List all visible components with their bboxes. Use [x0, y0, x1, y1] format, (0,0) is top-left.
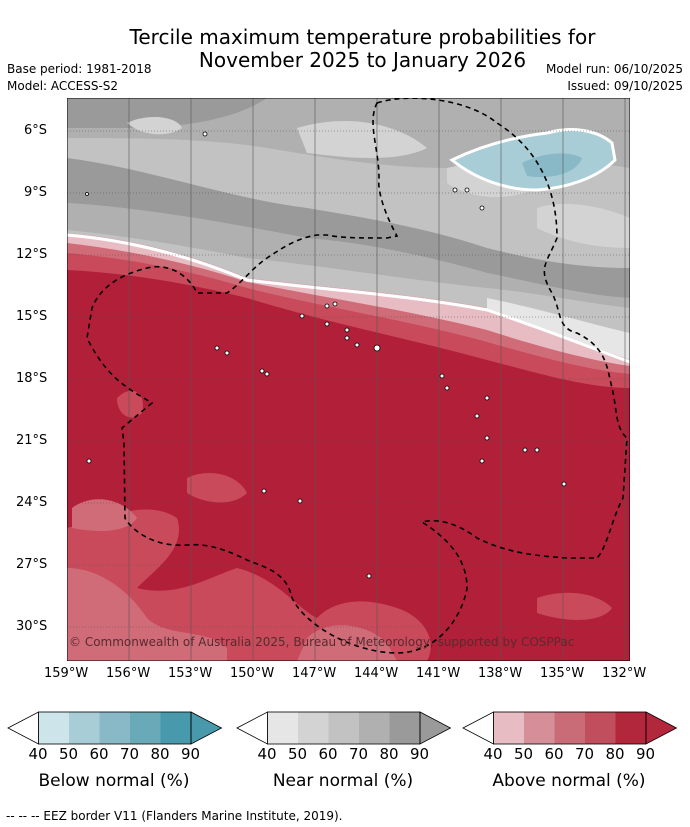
model-name: Model: ACCESS-S2 — [7, 79, 119, 93]
colorbar-tick-label: 90 — [181, 745, 201, 763]
lat-label: 15°S — [16, 309, 48, 324]
colorbar-tick-label: 60 — [544, 745, 564, 763]
colorbar-segment — [524, 712, 555, 744]
colorbar-segment — [328, 712, 359, 744]
colorbar-tick-label: 80 — [605, 745, 625, 763]
colorbar-segment — [585, 712, 616, 744]
colorbar-tick-label: 80 — [379, 745, 399, 763]
colorbar-tick-label: 40 — [28, 745, 48, 763]
colorbar-extend-low — [236, 711, 268, 745]
lat-label: 18°S — [16, 371, 48, 386]
colorbar-extend-low — [7, 711, 39, 745]
lat-label: 24°S — [16, 495, 48, 510]
colorbar-tick-label: 80 — [150, 745, 170, 763]
colorbar-caption-below: Below normal (%) — [38, 771, 190, 791]
colorbar-tick-label: 70 — [120, 745, 140, 763]
model-run: Model run: 06/10/2025 — [545, 62, 683, 76]
lon-label: 150°W — [230, 666, 275, 681]
lon-label: 144°W — [354, 666, 399, 681]
lon-label: 147°W — [292, 666, 337, 681]
colorbar-extend-high — [190, 711, 223, 745]
base-period: Base period: 1981-2018 — [7, 62, 152, 76]
lon-label: 153°W — [168, 666, 213, 681]
colorbar — [236, 711, 452, 745]
lat-label: 9°S — [24, 185, 48, 200]
colorbar-tick-label: 50 — [288, 745, 308, 763]
colorbar-outline — [493, 711, 647, 745]
colorbar-segment — [493, 712, 524, 744]
colorbar-caption-above: Above normal (%) — [492, 771, 646, 791]
colorbar-segment — [359, 712, 390, 744]
lat-label: 12°S — [16, 247, 48, 262]
colorbar — [462, 711, 678, 745]
colorbar-tick-label: 50 — [514, 745, 534, 763]
lat-label: 21°S — [16, 433, 48, 448]
map-title-line1: Tercile maximum temperature probabilitie… — [129, 25, 596, 49]
colorbar-segment — [99, 712, 130, 744]
colorbar-segment — [554, 712, 585, 744]
colorbar-tick-label: 50 — [59, 745, 79, 763]
colorbar — [7, 711, 223, 745]
colorbar-tick-label: 40 — [483, 745, 503, 763]
colorbar-segment — [615, 712, 646, 744]
colorbar-extend-high — [645, 711, 678, 745]
colorbar-segment — [389, 712, 420, 744]
colorbar-extend-high — [419, 711, 452, 745]
colorbar-tick-label: 90 — [410, 745, 430, 763]
colorbar-tick-label: 60 — [318, 745, 338, 763]
lon-label: 156°W — [106, 666, 151, 681]
probability-map: © Commonwealth of Australia 2025, Bureau… — [67, 98, 630, 661]
map-title-line2: November 2025 to January 2026 — [198, 48, 527, 72]
colorbar-segment — [38, 712, 69, 744]
colorbar-outline — [38, 711, 192, 745]
copyright-text: © Commonwealth of Australia 2025, Bureau… — [69, 635, 574, 649]
colorbar-segment — [130, 712, 161, 744]
lat-label: 6°S — [24, 123, 48, 138]
lat-label: 30°S — [16, 619, 48, 634]
colorbar-caption-near: Near normal (%) — [272, 771, 414, 791]
lon-label: 135°W — [540, 666, 585, 681]
colorbar-tick-label: 60 — [89, 745, 109, 763]
colorbar-outline — [267, 711, 421, 745]
colorbar-tick-label: 70 — [349, 745, 369, 763]
colorbar-tick-label: 90 — [636, 745, 656, 763]
colorbar-segment — [267, 712, 298, 744]
footnote: -- -- -- EEZ border V11 (Flanders Marine… — [6, 809, 343, 823]
colorbar-tick-label: 70 — [575, 745, 595, 763]
issued-date: Issued: 09/10/2025 — [567, 79, 683, 93]
colorbar-segment — [160, 712, 191, 744]
lat-label: 27°S — [16, 557, 48, 572]
colorbar-tick-label: 40 — [257, 745, 277, 763]
lon-label: 159°W — [44, 666, 89, 681]
lon-label: 141°W — [416, 666, 461, 681]
lon-label: 138°W — [478, 666, 523, 681]
colorbars — [7, 711, 678, 745]
colorbar-segment — [298, 712, 329, 744]
lon-label: 132°W — [602, 666, 647, 681]
colorbar-extend-low — [462, 711, 494, 745]
colorbar-segment — [69, 712, 100, 744]
